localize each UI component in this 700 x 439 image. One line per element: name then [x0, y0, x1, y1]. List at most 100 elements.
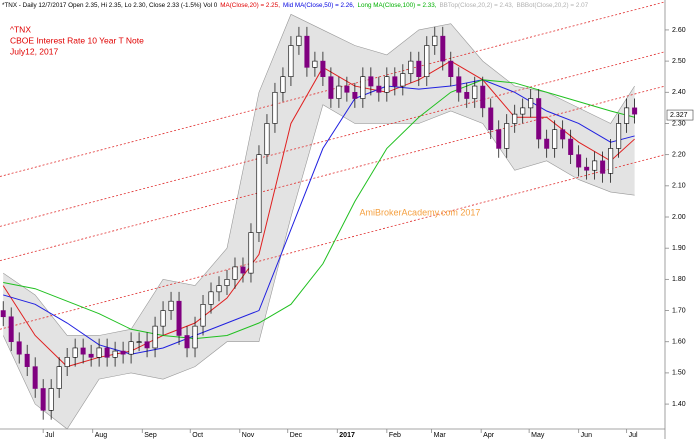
candle-body	[632, 107, 638, 115]
ma-line	[3, 79, 635, 340]
candle-body	[96, 347, 102, 358]
header-segment: BBTop(Close,20,2) = 2.43,	[439, 2, 513, 9]
axes-layer: 1.40 1.50 1.60 1.70 1.80 1.90 2.00 2.10 2.20 2.30…	[42, 27, 694, 439]
candle-body	[512, 113, 518, 124]
candle-body	[104, 347, 110, 358]
channel-line	[0, 51, 666, 227]
x-tick-label: Jul	[45, 432, 54, 439]
y-tick-label: 2.50	[672, 58, 686, 65]
header-segment: Long MA(Close,100) = 2.33,	[358, 2, 437, 9]
header: *TNX - Daily 12/7/2017 Open 2.35, Hi 2.3…	[2, 2, 589, 9]
candle-body	[64, 357, 70, 367]
candle-body	[560, 129, 566, 140]
candle-body	[584, 166, 590, 171]
candle-body	[408, 60, 414, 74]
date-label: July12, 2017	[10, 46, 58, 56]
candle-body	[32, 366, 38, 389]
last-price-label: 2.327	[670, 112, 688, 119]
candle-body	[504, 123, 510, 149]
last-price-box	[666, 109, 694, 121]
candle-body	[320, 60, 326, 78]
candle-body	[56, 366, 62, 389]
candle-body	[456, 76, 462, 93]
candle-body	[472, 85, 478, 99]
candle-body	[24, 353, 30, 367]
y-tick-label: 1.40	[672, 401, 686, 408]
channel-line	[0, 1, 666, 177]
candles-layer	[0, 26, 638, 420]
candle-body	[624, 107, 630, 124]
y-tick-label: 1.80	[672, 276, 686, 283]
candle-body	[552, 129, 558, 149]
candle-body	[488, 107, 494, 131]
candle-body	[464, 91, 470, 99]
candle-body	[336, 85, 342, 99]
candle-body	[200, 304, 206, 327]
candle-body	[480, 85, 486, 109]
y-tick-label: 2.00	[672, 214, 686, 221]
candle-body	[376, 85, 382, 93]
x-tick-label: Sep	[144, 432, 157, 439]
candle-body	[88, 353, 94, 358]
header-segment: BBBot(Close,20,2) = 2.07	[517, 2, 589, 9]
watermark: AmiBrokerAcademy.com 2017	[360, 207, 481, 217]
candle-body	[544, 138, 550, 149]
chart-subtitle: CBOE Interest Rate 10 Year T Note	[10, 35, 144, 45]
candle-body	[384, 76, 390, 93]
x-tick-label: Jul	[629, 432, 638, 439]
candle-body	[352, 91, 358, 99]
header-segment: Mid MA(Close,50) = 2.26,	[283, 2, 355, 9]
candle-body	[536, 98, 542, 140]
candle-body	[592, 160, 598, 171]
x-tick-label: Aug	[95, 432, 108, 439]
candle-body	[392, 76, 398, 87]
candle-body	[136, 341, 142, 343]
candle-body	[304, 35, 310, 68]
candle-body	[432, 35, 438, 46]
candle-body	[120, 350, 126, 355]
candle-body	[368, 76, 374, 87]
candle-body	[528, 98, 534, 109]
candle-body	[208, 291, 214, 305]
candle-body	[568, 138, 574, 155]
ma-line	[3, 79, 635, 355]
y-tick-label: 1.90	[672, 245, 686, 252]
candle-body	[288, 45, 294, 78]
x-tick-label: Oct	[192, 432, 203, 439]
header-segment: MA(Close,20) = 2.25,	[220, 2, 280, 9]
y-tick-label: 2.30	[672, 120, 686, 127]
candle-body	[616, 123, 622, 149]
candle-body	[400, 73, 406, 87]
header-segment: *TNX - Daily 12/7/2017 Open 2.35, Hi 2.3…	[2, 2, 218, 9]
candle-body	[72, 347, 78, 358]
candle-body	[168, 300, 174, 311]
candle-body	[8, 316, 14, 343]
candle-body	[280, 76, 286, 93]
candle-body	[40, 388, 46, 411]
candle-body	[448, 60, 454, 78]
candle-body	[48, 388, 54, 411]
candle-body	[216, 285, 222, 293]
chart-title: ^TNX	[10, 24, 31, 34]
y-tick-label: 1.70	[672, 307, 686, 314]
x-tick-label: Jun	[581, 432, 592, 439]
channel-line	[0, 85, 666, 262]
x-tick-label: Mar	[434, 432, 447, 439]
candle-body	[416, 60, 422, 78]
y-tick-label: 2.40	[672, 89, 686, 96]
y-tick-label: 1.60	[672, 339, 686, 346]
candle-body	[264, 123, 270, 155]
y-tick-label: 2.10	[672, 183, 686, 190]
candle-body	[328, 76, 334, 99]
candle-body	[0, 310, 6, 318]
channels-layer	[0, 1, 666, 330]
candle-body	[192, 325, 198, 349]
candle-body	[360, 76, 366, 99]
candle-body	[240, 266, 246, 274]
candle-body	[128, 341, 134, 355]
band-lower	[2, 104, 635, 430]
x-tick-label: Nov	[242, 432, 255, 439]
x-tick-label: 2017	[339, 432, 355, 439]
channel-line	[0, 154, 666, 330]
